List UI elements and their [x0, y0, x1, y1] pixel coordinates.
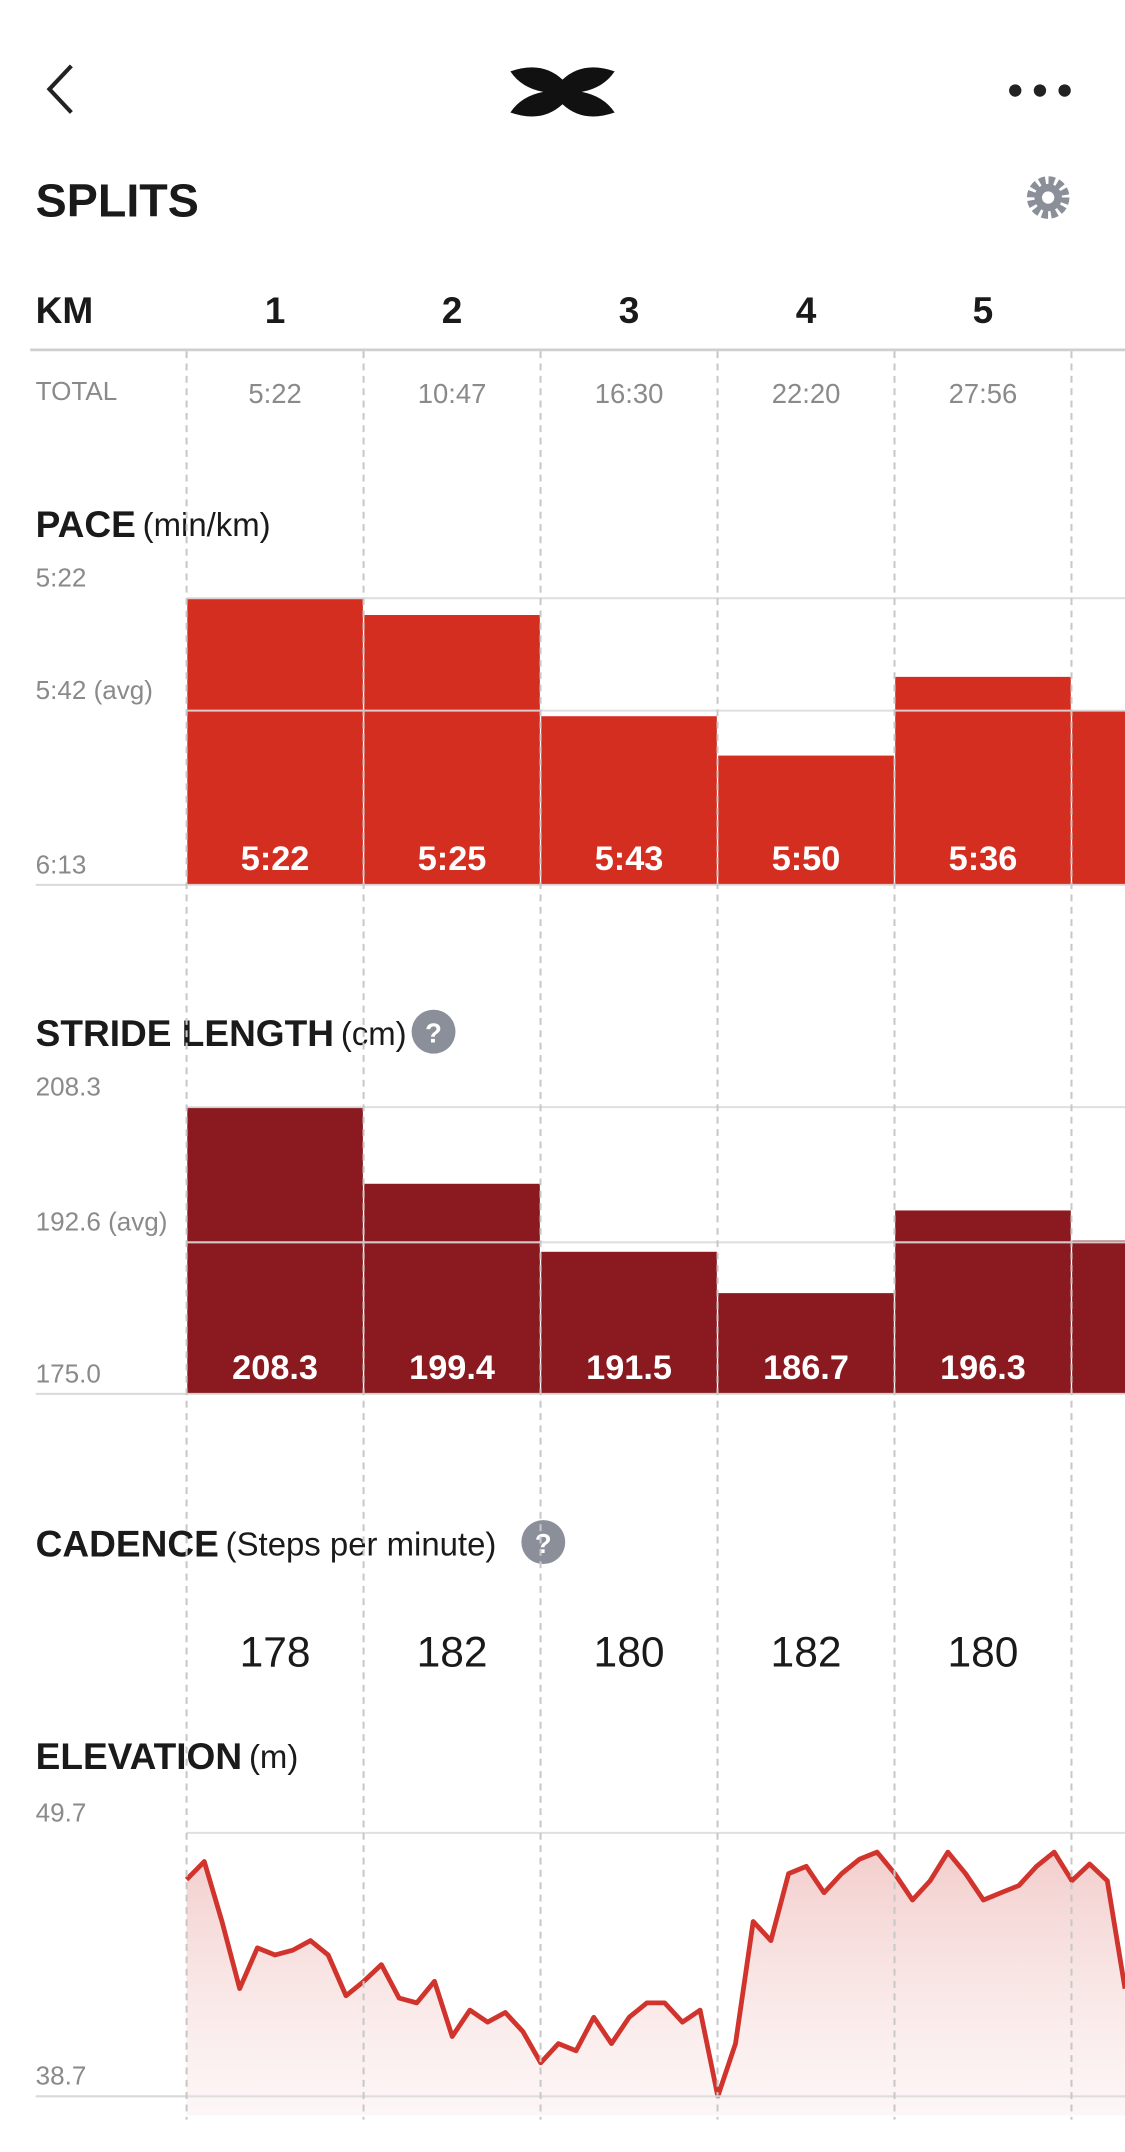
- km-number: 2: [442, 289, 463, 331]
- cadence-value: 182: [417, 1630, 488, 1677]
- km-number: 3: [619, 289, 640, 331]
- y-tick-label: 5:22: [36, 563, 87, 593]
- km-number: 1: [265, 289, 286, 331]
- cadence-value: 182: [771, 1630, 842, 1677]
- y-tick-label: 192.6 (avg): [36, 1207, 168, 1237]
- bar-value-label: 196.3: [940, 1349, 1026, 1387]
- bar-value-label: 5:22: [241, 840, 310, 878]
- back-button[interactable]: [46, 64, 73, 114]
- bar: [1072, 710, 1125, 885]
- y-tick-label: 49.7: [36, 1797, 87, 1827]
- bar: [895, 1210, 1071, 1394]
- y-tick-label: 6:13: [36, 849, 87, 879]
- total-time: 16:30: [595, 378, 664, 409]
- km-header: KM: [36, 289, 94, 331]
- page-title: SPLITS: [36, 174, 199, 226]
- bar: [187, 598, 363, 885]
- bar-value-label: 186.7: [763, 1349, 849, 1387]
- total-label: TOTAL: [36, 376, 118, 406]
- bar: [187, 1107, 363, 1394]
- cadence-help[interactable]: ?: [521, 1520, 566, 1564]
- bar-value-label: 5:50: [772, 840, 841, 878]
- brand-logo: [510, 67, 615, 117]
- y-tick-label: 208.3: [36, 1072, 101, 1102]
- km-number: 5: [973, 289, 994, 331]
- svg-text:?: ?: [425, 1018, 442, 1049]
- total-time: 22:20: [772, 378, 841, 409]
- bar: [1072, 1240, 1125, 1394]
- y-tick-label: 5:42 (avg): [36, 675, 153, 705]
- bar-value-label: 5:43: [595, 840, 664, 878]
- total-time: 27:56: [949, 378, 1018, 409]
- stride-heading: STRIDE LENGTH (cm): [36, 1012, 407, 1054]
- cadence-value: 178: [240, 1630, 311, 1677]
- bar-value-label: 208.3: [232, 1349, 318, 1387]
- bar-value-label: 5:36: [949, 840, 1018, 878]
- y-tick-label: 38.7: [36, 2061, 87, 2091]
- more-menu[interactable]: [1009, 84, 1071, 97]
- km-number: 4: [796, 289, 817, 331]
- bar: [718, 1293, 894, 1394]
- elevation-heading: ELEVATION (m): [36, 1735, 299, 1777]
- bar-value-label: 199.4: [409, 1349, 495, 1387]
- elevation-area: [186, 1852, 1125, 2116]
- bar: [364, 615, 540, 885]
- bar: [541, 1251, 717, 1394]
- column-dividers: [185, 351, 1073, 2120]
- bar-value-label: 191.5: [586, 1349, 672, 1387]
- bar: [541, 716, 717, 885]
- elevation-line: [184, 1849, 1125, 2099]
- total-time: 5:22: [248, 378, 301, 409]
- cadence-value: 180: [594, 1630, 665, 1677]
- settings-button[interactable]: [1026, 176, 1070, 219]
- bar: [364, 1183, 540, 1394]
- cadence-value: 180: [948, 1630, 1019, 1677]
- bar-value-label: 5:25: [418, 840, 487, 878]
- total-time: 10:47: [418, 378, 487, 409]
- bar: [718, 755, 894, 885]
- y-tick-label: 175.0: [36, 1358, 101, 1388]
- svg-text:?: ?: [535, 1528, 552, 1559]
- cadence-heading: CADENCE (Steps per minute): [36, 1522, 497, 1564]
- pace-heading: PACE (min/km): [36, 503, 271, 545]
- stride-help[interactable]: ?: [411, 1009, 456, 1054]
